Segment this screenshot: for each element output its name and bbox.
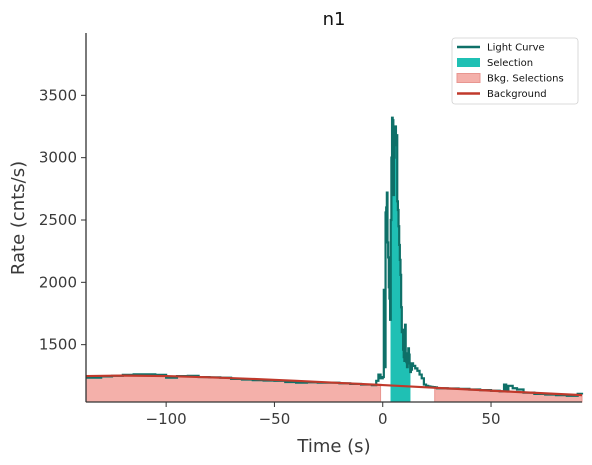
- light-curve-layer: [86, 116, 584, 397]
- legend-label: Bkg. Selections: [487, 74, 564, 85]
- legend-label: Light Curve: [487, 43, 545, 54]
- y-tick-label: 2000: [39, 273, 77, 291]
- legend-swatch-patch: [457, 58, 480, 67]
- y-tick-label: 3000: [39, 149, 77, 167]
- y-tick-label: 3500: [39, 86, 77, 104]
- legend-box: [451, 37, 579, 105]
- background-curve-line: [85, 374, 583, 397]
- legend-swatch-patch: [456, 73, 481, 83]
- x-axis-label: Time (s): [296, 436, 370, 457]
- x-tick-label: 50: [481, 410, 500, 428]
- y-tick-label: 1500: [39, 336, 77, 354]
- background-curve-layer: [85, 374, 583, 397]
- legend-label: Selection: [487, 58, 533, 69]
- x-tick-label: −100: [146, 410, 187, 428]
- chart-title: n1: [323, 9, 346, 30]
- legend-label: Background: [487, 89, 547, 100]
- y-tick-label: 2500: [39, 211, 77, 229]
- x-tick-label: 0: [378, 410, 388, 428]
- ticks-layer: −100 −50 0 50 1500 2000 2500 3000 3500: [39, 86, 501, 428]
- x-tick-label: −50: [259, 410, 291, 428]
- y-axis-label: Rate (cnts/s): [8, 161, 29, 275]
- legend: Light Curve Selection Bkg. Selections Backg…: [451, 37, 579, 105]
- light-curve-line: [86, 116, 584, 397]
- axes-layer: [85, 33, 582, 403]
